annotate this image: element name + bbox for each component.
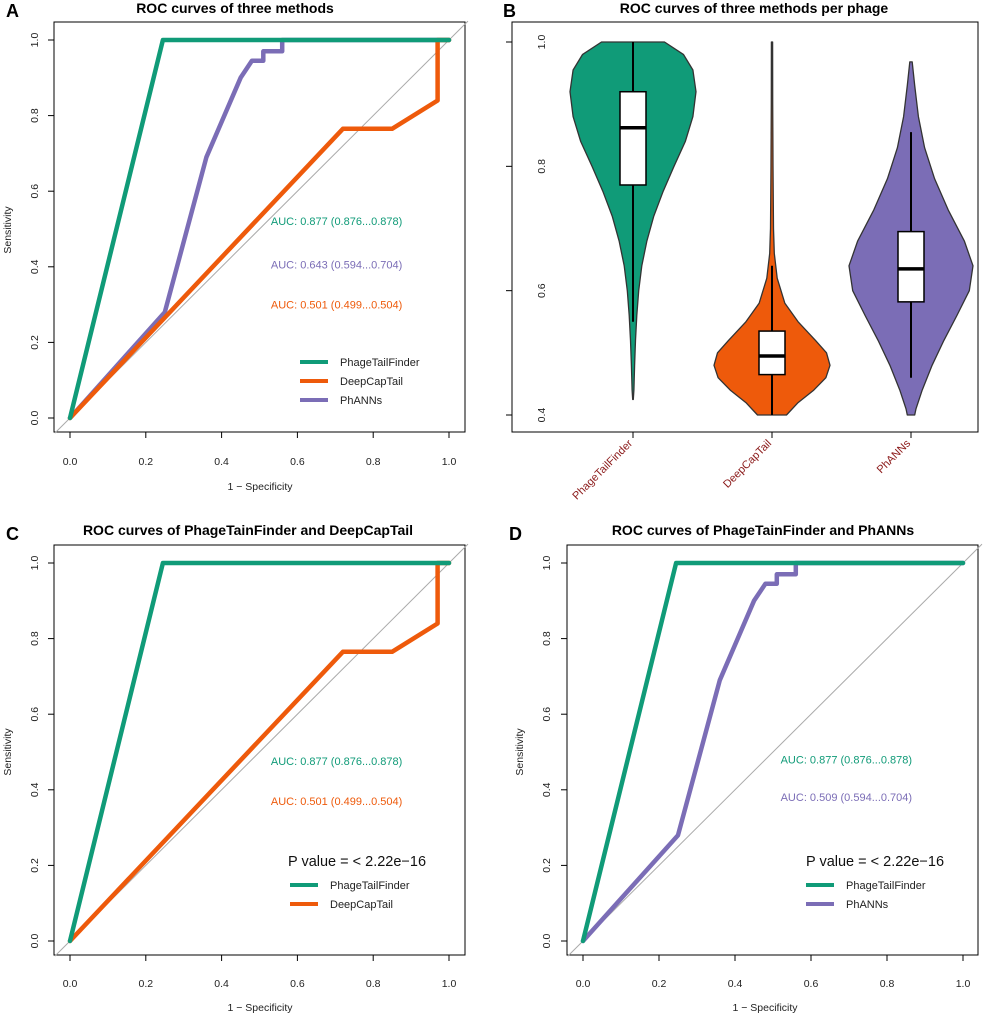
y-axis-label: Sensitivity bbox=[514, 728, 526, 776]
x-tick-label: 0.8 bbox=[880, 978, 895, 990]
legend-label: PhANNs bbox=[846, 899, 889, 911]
y-tick-label: 0.2 bbox=[541, 858, 553, 873]
legend-label: PhageTailFinder bbox=[330, 880, 410, 892]
x-axis-label: 1 − Specificity bbox=[227, 1002, 293, 1014]
panel-letter: A bbox=[6, 1, 19, 21]
auc-label: AUC: 0.501 (0.499...0.504) bbox=[271, 796, 402, 808]
x-tick-label: 0.8 bbox=[366, 456, 381, 468]
x-tick-label: 0.0 bbox=[63, 978, 78, 990]
category-label: DeepCapTail bbox=[721, 438, 774, 491]
plot-frame bbox=[566, 544, 979, 956]
x-tick-label: 0.2 bbox=[138, 456, 153, 468]
x-tick-label: 1.0 bbox=[442, 456, 457, 468]
auc-label: AUC: 0.877 (0.876...0.878) bbox=[781, 754, 912, 766]
category-label: PhANNs bbox=[875, 437, 914, 476]
y-tick-label: 0.4 bbox=[29, 259, 41, 274]
legend-label: DeepCapTail bbox=[330, 899, 393, 911]
panel-a: A ROC curves of three methods 0.0 0.2 0.4 0.6… bbox=[2, 0, 469, 493]
legend-label: PhageTailFinder bbox=[340, 357, 420, 369]
y-axis-label: Sensitivity bbox=[2, 206, 14, 254]
roc-line-phagetailfinder bbox=[580, 560, 966, 944]
panel-letter: D bbox=[509, 524, 522, 544]
y-tick-label: 0.4 bbox=[536, 408, 548, 423]
y-tick-label: 0.6 bbox=[541, 707, 553, 722]
plot-frame bbox=[53, 21, 466, 433]
y-tick-label: 1.0 bbox=[536, 35, 548, 50]
x-tick-label: 0.4 bbox=[214, 978, 229, 990]
violin-deepcaptail bbox=[713, 41, 831, 416]
x-tick-label: 0.0 bbox=[576, 978, 591, 990]
panel-letter: C bbox=[6, 524, 19, 544]
y-tick-label: 0.8 bbox=[29, 108, 41, 123]
panel-b: B ROC curves of three methods per phage 0.… bbox=[503, 0, 979, 502]
panel-c: C ROC curves of PhageTainFinder and DeepC… bbox=[2, 522, 469, 1014]
y-tick-label: 0.0 bbox=[541, 934, 553, 949]
x-axis-label: 1 − Specificity bbox=[227, 481, 293, 493]
auc-label: AUC: 0.501 (0.499...0.504) bbox=[271, 299, 402, 311]
x-tick-label: 0.0 bbox=[63, 456, 78, 468]
plot-frame bbox=[53, 544, 466, 956]
chart-title: ROC curves of three methods bbox=[136, 0, 334, 16]
y-tick-label: 0.4 bbox=[29, 782, 41, 797]
x-tick-label: 0.8 bbox=[366, 978, 381, 990]
chart-title: ROC curves of PhageTainFinder and DeepCa… bbox=[83, 522, 413, 538]
y-tick-label: 0.6 bbox=[29, 707, 41, 722]
p-value-label: P value = < 2.22e−16 bbox=[806, 854, 944, 870]
y-tick-label: 1.0 bbox=[29, 33, 41, 48]
category-label: PhageTailFinder bbox=[570, 437, 635, 502]
box-phagetailfinder bbox=[619, 90, 647, 186]
auc-label: AUC: 0.509 (0.594...0.704) bbox=[781, 792, 912, 804]
chart-title: ROC curves of three methods per phage bbox=[620, 0, 889, 16]
y-tick-label: 1.0 bbox=[541, 556, 553, 571]
x-tick-label: 0.4 bbox=[214, 456, 229, 468]
x-tick-label: 0.6 bbox=[804, 978, 819, 990]
panel-letter: B bbox=[503, 1, 516, 21]
x-tick-label: 0.2 bbox=[138, 978, 153, 990]
y-tick-label: 0.6 bbox=[29, 184, 41, 199]
y-tick-label: 0.4 bbox=[541, 782, 553, 797]
auc-label: AUC: 0.877 (0.876...0.878) bbox=[271, 756, 402, 768]
x-tick-label: 0.6 bbox=[290, 978, 305, 990]
y-tick-label: 0.0 bbox=[29, 934, 41, 949]
diagonal-reference-line bbox=[54, 543, 469, 957]
y-tick-label: 0.6 bbox=[536, 283, 548, 298]
y-tick-label: 0.8 bbox=[29, 631, 41, 646]
y-tick-label: 0.0 bbox=[29, 411, 41, 426]
x-tick-label: 0.6 bbox=[290, 456, 305, 468]
chart-title: ROC curves of PhageTainFinder and PhANNs bbox=[612, 522, 915, 538]
box-deepcaptail bbox=[758, 330, 786, 376]
diagonal-reference-line bbox=[567, 543, 983, 957]
legend-label: PhageTailFinder bbox=[846, 880, 926, 892]
box-phanns bbox=[897, 230, 925, 303]
y-tick-label: 1.0 bbox=[29, 556, 41, 571]
legend-label: PhANNs bbox=[340, 395, 383, 407]
y-tick-label: 0.8 bbox=[536, 159, 548, 174]
panel-d: D ROC curves of PhageTainFinder and PhANN… bbox=[509, 522, 983, 1014]
x-tick-label: 1.0 bbox=[442, 978, 457, 990]
y-axis-label: Sensitivity bbox=[2, 728, 14, 776]
auc-label: AUC: 0.877 (0.876...0.878) bbox=[271, 216, 402, 228]
x-axis-label: 1 − Specificity bbox=[732, 1002, 798, 1014]
legend-label: DeepCapTail bbox=[340, 376, 403, 388]
auc-label: AUC: 0.643 (0.594...0.704) bbox=[271, 260, 402, 272]
y-tick-label: 0.2 bbox=[29, 858, 41, 873]
x-tick-label: 0.2 bbox=[652, 978, 667, 990]
y-tick-label: 0.2 bbox=[29, 335, 41, 350]
roc-line-phagetailfinder bbox=[67, 560, 452, 944]
diagonal-reference-line bbox=[54, 20, 469, 434]
roc-line-phagetailfinder bbox=[67, 37, 452, 421]
plot-frame bbox=[511, 21, 979, 433]
y-tick-label: 0.8 bbox=[541, 631, 553, 646]
p-value-label: P value = < 2.22e−16 bbox=[288, 854, 426, 870]
x-tick-label: 1.0 bbox=[956, 978, 971, 990]
x-tick-label: 0.4 bbox=[728, 978, 743, 990]
